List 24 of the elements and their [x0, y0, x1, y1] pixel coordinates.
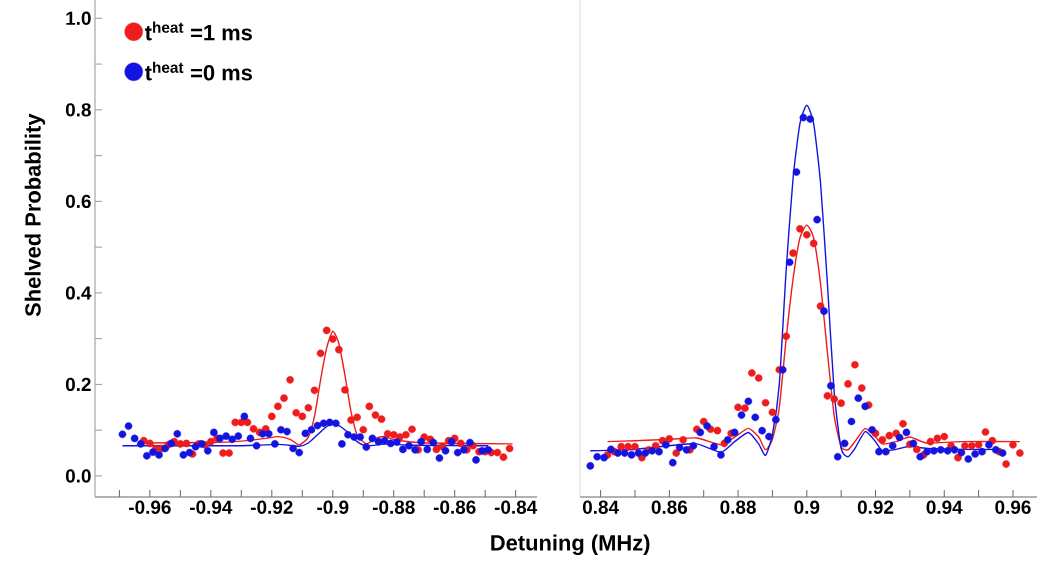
- x-tick-label: 0.96: [995, 500, 1031, 514]
- y-tick-label: 0.2: [65, 377, 91, 392]
- y-tick-label: 1.0: [66, 11, 91, 25]
- x-tick-label: -0.94: [190, 500, 233, 514]
- x-tick-label: -0.96: [129, 500, 171, 514]
- x-tick-label: 0.92: [857, 500, 894, 514]
- x-tick-label: 0.88: [720, 500, 756, 514]
- x-tick-label: 0.94: [926, 500, 963, 514]
- y-tick-label: 0.4: [65, 286, 92, 300]
- x-tick-label: -0.84: [494, 500, 538, 514]
- y-tick-label: 0.6: [65, 194, 91, 209]
- x-tick-label: -0.88: [372, 500, 415, 514]
- x-tick-label: -0.9: [317, 500, 349, 514]
- x-tick-label: -0.86: [433, 500, 476, 514]
- x-axis-title: Detuning (MHz): [491, 534, 650, 556]
- y-tick-label: 0.0: [65, 469, 91, 483]
- y-axis-title: Shelved Probability: [24, 113, 46, 317]
- x-tick-label: -0.92: [250, 500, 293, 514]
- y-tick-label: 0.8: [65, 103, 91, 117]
- x-tick-label: 0.84: [582, 500, 619, 514]
- legend-label: t$^{heat}$ =0 ms: [144, 61, 252, 81]
- legend-label: t$^{heat}$ =1 ms: [144, 21, 252, 41]
- x-tick-label: 0.86: [651, 500, 688, 514]
- x-tick-label: 0.9: [794, 500, 820, 514]
